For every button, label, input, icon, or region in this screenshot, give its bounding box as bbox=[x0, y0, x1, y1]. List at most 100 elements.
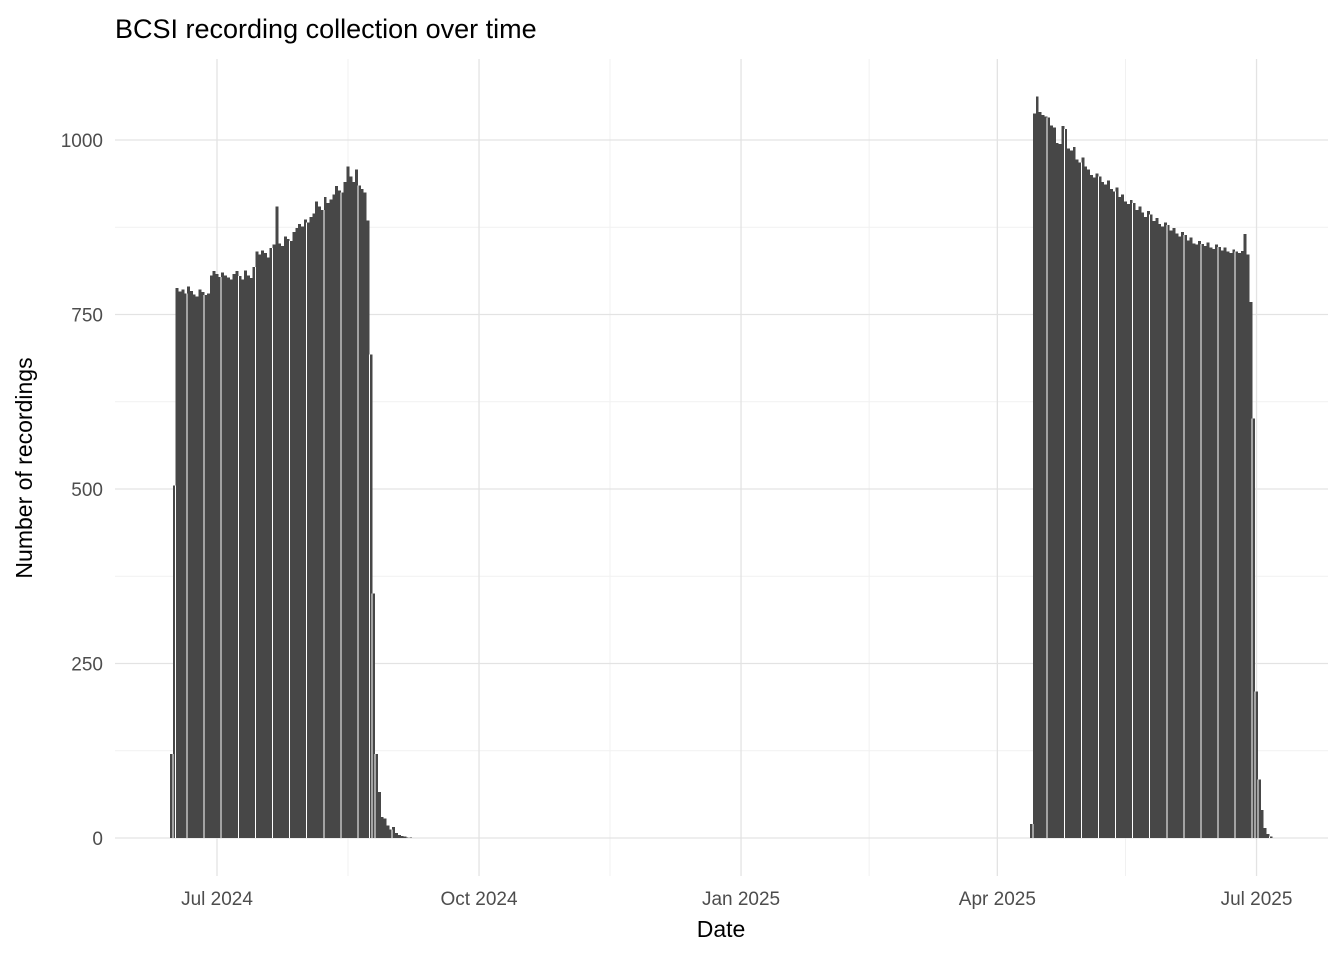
bar-seam bbox=[1032, 824, 1034, 838]
bar bbox=[229, 279, 233, 839]
bar bbox=[329, 199, 333, 838]
bar bbox=[349, 176, 353, 838]
bar bbox=[1115, 187, 1119, 839]
bar bbox=[1141, 212, 1145, 839]
bar bbox=[377, 791, 381, 838]
y-axis-tick-labels: 0 250 500 750 1000 bbox=[61, 131, 103, 850]
bar bbox=[269, 248, 273, 838]
bar-seam bbox=[289, 241, 291, 838]
bar bbox=[366, 220, 370, 838]
bar bbox=[1235, 251, 1239, 838]
bar bbox=[1092, 177, 1096, 838]
bar bbox=[1161, 226, 1165, 838]
bar bbox=[1269, 836, 1273, 838]
bar bbox=[312, 213, 316, 839]
bar bbox=[1104, 184, 1108, 838]
bar bbox=[335, 186, 339, 838]
bar bbox=[255, 251, 259, 838]
bar bbox=[175, 287, 179, 838]
bar bbox=[1181, 232, 1184, 839]
bar bbox=[1146, 211, 1150, 839]
bar bbox=[1232, 249, 1236, 838]
bar-seam bbox=[323, 209, 325, 839]
bar bbox=[1032, 113, 1036, 838]
bar bbox=[212, 271, 216, 838]
bar bbox=[1175, 233, 1179, 839]
bar bbox=[1052, 127, 1056, 839]
y-tick-label: 0 bbox=[92, 829, 103, 850]
bar bbox=[1143, 216, 1147, 838]
bar bbox=[343, 181, 347, 838]
bar bbox=[1206, 242, 1210, 838]
bar bbox=[1178, 236, 1182, 839]
bar bbox=[1198, 241, 1202, 838]
bar bbox=[1072, 146, 1076, 839]
bar bbox=[1189, 237, 1193, 839]
chart-title: BCSI recording collection over time bbox=[115, 14, 537, 44]
bar bbox=[369, 354, 373, 838]
bar bbox=[1030, 824, 1034, 838]
bar-seam bbox=[391, 829, 393, 838]
bar bbox=[1058, 144, 1062, 839]
bar bbox=[1098, 176, 1102, 838]
bar-seam bbox=[371, 593, 373, 838]
bar bbox=[383, 818, 387, 838]
bar bbox=[1155, 218, 1159, 838]
x-axis-tick-labels: Jul 2024 Oct 2024 Jan 2025 Apr 2025 Jul 2025 bbox=[181, 889, 1292, 910]
y-tick-label: 1000 bbox=[61, 131, 103, 152]
bar bbox=[286, 239, 290, 839]
bar bbox=[252, 267, 256, 838]
bar bbox=[363, 192, 367, 839]
bar bbox=[338, 190, 341, 839]
bar bbox=[1203, 246, 1207, 838]
bar bbox=[263, 253, 267, 839]
bar bbox=[178, 291, 182, 838]
y-tick-label: 750 bbox=[71, 306, 103, 327]
bar bbox=[215, 274, 219, 838]
bar bbox=[1067, 148, 1071, 839]
bar-seam bbox=[1149, 214, 1151, 838]
bar bbox=[1121, 194, 1125, 839]
bar bbox=[392, 826, 396, 838]
bar bbox=[187, 286, 191, 839]
bar bbox=[1209, 247, 1213, 838]
bar-seam bbox=[1080, 162, 1082, 838]
bar bbox=[1124, 201, 1128, 838]
bar bbox=[1172, 227, 1176, 838]
bar bbox=[1061, 126, 1065, 839]
bar bbox=[1183, 234, 1187, 839]
bar-seam bbox=[1115, 191, 1117, 839]
bar bbox=[1069, 150, 1073, 839]
bar bbox=[1138, 206, 1142, 838]
bar-seam bbox=[1183, 234, 1185, 839]
bar bbox=[266, 257, 270, 838]
bar bbox=[326, 202, 330, 838]
bar bbox=[281, 246, 285, 838]
bar bbox=[1186, 240, 1190, 839]
bar bbox=[1237, 253, 1241, 839]
bar bbox=[1255, 691, 1259, 838]
bar bbox=[1075, 159, 1079, 838]
bar bbox=[1220, 250, 1224, 838]
bar bbox=[360, 188, 364, 839]
bar-seam bbox=[203, 294, 205, 838]
bar bbox=[315, 201, 319, 838]
bar bbox=[1229, 253, 1233, 839]
x-tick-label: Jan 2025 bbox=[702, 889, 780, 910]
bar bbox=[372, 593, 376, 838]
bar bbox=[1055, 142, 1059, 839]
bar bbox=[1126, 204, 1130, 838]
bar bbox=[1240, 250, 1244, 838]
bar bbox=[389, 829, 393, 838]
bar bbox=[1252, 418, 1256, 838]
bar bbox=[346, 166, 350, 839]
bar bbox=[1084, 166, 1088, 839]
bar-seam bbox=[1268, 836, 1270, 838]
bar bbox=[232, 274, 236, 838]
bar bbox=[1166, 225, 1170, 838]
bar bbox=[406, 837, 410, 838]
bar bbox=[298, 223, 302, 838]
bar-seam bbox=[1200, 244, 1202, 838]
bar bbox=[397, 835, 401, 838]
